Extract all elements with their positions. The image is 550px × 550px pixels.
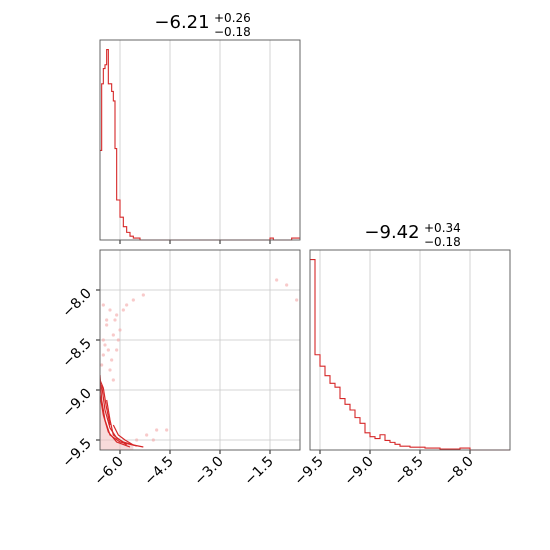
scatter-ytick-label: −9.0 [59, 386, 94, 421]
scatter-xtick-label: −6.0 [91, 454, 126, 489]
scatter-point [116, 338, 120, 342]
scatter-ytick-label: −9.5 [59, 436, 94, 471]
scatter-point [106, 348, 110, 352]
scatter-point [111, 378, 115, 382]
scatter-point [101, 338, 105, 342]
scatter-point [103, 343, 107, 347]
scatter-xtick-label: −1.5 [241, 454, 276, 489]
scatter-point [115, 348, 119, 352]
scatter-point [100, 363, 104, 367]
scatter-point [115, 313, 119, 317]
scatter-contour [100, 394, 131, 448]
scatter-contour [106, 399, 128, 446]
scatter-xtick-label: −4.5 [141, 454, 176, 489]
scatter-point [151, 438, 155, 442]
hist2-title-sup: +0.34 [424, 221, 461, 235]
scatter-point [141, 293, 145, 297]
scatter-point [155, 428, 159, 432]
scatter-inner [100, 278, 299, 450]
scatter-point [105, 323, 109, 327]
hist2-title-main: −9.42 [364, 222, 419, 243]
scatter-density-fill [100, 375, 134, 450]
scatter-point [108, 308, 112, 312]
scatter-contour [112, 424, 144, 448]
hist2-xtick-label: −8.0 [441, 454, 476, 489]
scatter-point [131, 298, 135, 302]
scatter-point [118, 328, 122, 332]
hist2-xtick-label: −8.5 [391, 454, 426, 489]
scatter-point [105, 318, 109, 322]
scatter-point [121, 308, 125, 312]
scatter-point [101, 303, 105, 307]
scatter-point [108, 368, 112, 372]
hist2-frame [309, 249, 511, 451]
hist1-frame [99, 39, 301, 241]
hist1-title-sub: −0.18 [214, 25, 251, 39]
scatter-point [285, 283, 289, 287]
scatter-point [145, 433, 149, 437]
hist2-xtick-label: −9.5 [291, 454, 326, 489]
scatter-point [135, 438, 139, 442]
scatter-point [101, 353, 105, 357]
scatter-point [111, 333, 115, 337]
hist2-xtick-label: −9.0 [341, 454, 376, 489]
scatter-point [125, 303, 129, 307]
histogram-panel-bottom-right: −9.5 −9.0 −8.5 −8.0 −9.42 +0.34−0.18 [291, 221, 511, 489]
scatter-frame [99, 249, 301, 451]
scatter-point [110, 358, 114, 362]
hist1-title-main: −6.21 [154, 12, 209, 33]
scatter-panel-bottom-left: −6.0 −4.5 −3.0 −1.5 −8.0 −8.5 −9.0 −9.5 [59, 249, 301, 489]
histogram-panel-top-left: −6.21 +0.26−0.18 [99, 11, 301, 244]
scatter-point [113, 318, 117, 322]
scatter-contour [100, 379, 111, 426]
hist2-title-sub: −0.18 [424, 235, 461, 249]
hist2-step-line [310, 258, 510, 451]
scatter-ytick-label: −8.0 [59, 286, 94, 321]
scatter-ytick-label: −8.5 [59, 336, 94, 371]
scatter-xtick-label: −3.0 [191, 454, 226, 489]
hist1-title-sup: +0.26 [214, 11, 251, 25]
scatter-point [275, 278, 279, 282]
scatter-point [165, 428, 169, 432]
scatter-point [295, 298, 299, 302]
